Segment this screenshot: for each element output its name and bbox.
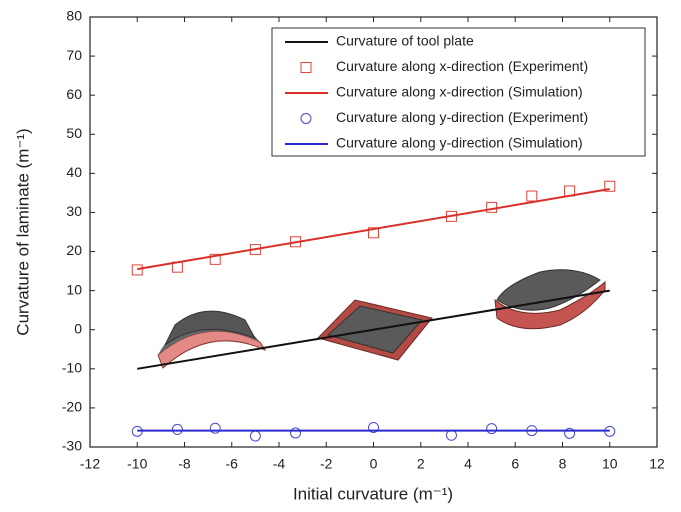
legend-label: Curvature of tool plate <box>336 33 474 49</box>
marker <box>209 422 221 434</box>
legend <box>271 27 646 157</box>
y-tick-label: 0 <box>74 320 82 336</box>
x-tick-label: -2 <box>320 456 333 472</box>
legend-swatch <box>300 62 312 73</box>
plate-illustrations <box>157 269 606 369</box>
x-tick-label: 6 <box>511 456 519 472</box>
series-line <box>137 188 610 271</box>
marker <box>249 430 261 442</box>
marker <box>526 190 538 202</box>
x-tick-label: -10 <box>127 456 147 472</box>
marker <box>368 421 379 433</box>
x-tick-label: 10 <box>602 456 618 472</box>
x-tick-label: 0 <box>370 456 378 472</box>
legend-swatch <box>300 113 312 124</box>
y-tick-label: 30 <box>66 203 82 219</box>
y-tick-label: 80 <box>66 8 82 24</box>
y-tick-label: 10 <box>66 281 82 297</box>
marker <box>171 423 183 435</box>
series-line <box>137 289 610 370</box>
legend-label: Curvature along y-direction (Simulation) <box>336 135 583 151</box>
legend-label: Curvature along x-direction (Experiment) <box>336 58 588 74</box>
marker <box>209 253 221 265</box>
x-tick-label: -6 <box>226 456 239 472</box>
marker <box>604 180 616 192</box>
y-tick-label: -30 <box>62 438 82 454</box>
x-tick-label: 2 <box>417 456 425 472</box>
x-tick-label: -4 <box>273 456 286 472</box>
legend-label: Curvature along x-direction (Simulation) <box>336 84 583 100</box>
marker <box>486 423 498 435</box>
x-tick-label: 4 <box>464 456 472 472</box>
marker <box>445 429 457 441</box>
y-tick-label: 60 <box>66 86 82 102</box>
y-tick-label: 40 <box>66 164 82 180</box>
marker <box>564 427 576 439</box>
x-tick-label: 8 <box>559 456 567 472</box>
y-tick-label: -20 <box>62 399 82 415</box>
y-tick-label: 20 <box>66 242 82 258</box>
x-tick-label: -12 <box>80 456 100 472</box>
y-tick-label: 70 <box>66 47 82 63</box>
marker <box>290 427 302 439</box>
marker <box>131 264 143 276</box>
y-axis-label: Curvature of laminate (m⁻¹) <box>13 128 32 335</box>
y-tick-label: 50 <box>66 125 82 141</box>
x-tick-label: -8 <box>178 456 191 472</box>
y-tick-label: -10 <box>62 360 82 376</box>
marker <box>368 227 379 239</box>
legend-label: Curvature along y-direction (Experiment) <box>336 109 588 125</box>
x-axis-label: Initial curvature (m⁻¹) <box>293 484 453 503</box>
marker <box>486 201 498 213</box>
x-tick-label: 12 <box>649 456 665 472</box>
